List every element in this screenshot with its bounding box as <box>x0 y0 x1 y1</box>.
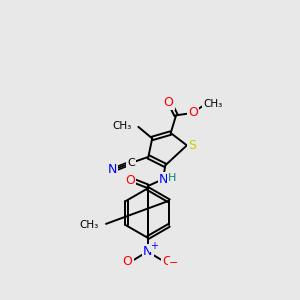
Text: CH₃: CH₃ <box>79 220 98 230</box>
Text: N: N <box>159 173 168 187</box>
Text: −: − <box>169 258 178 268</box>
Text: O: O <box>123 255 133 268</box>
Text: O: O <box>164 96 173 109</box>
Text: CH₃: CH₃ <box>112 121 131 131</box>
Text: C: C <box>128 158 135 168</box>
Text: H: H <box>168 173 176 183</box>
Text: N: N <box>143 245 152 258</box>
Text: CH₃: CH₃ <box>203 99 223 109</box>
Text: +: + <box>150 241 158 251</box>
Text: O: O <box>163 255 172 268</box>
Text: O: O <box>188 106 198 119</box>
Text: S: S <box>188 139 196 152</box>
Text: O: O <box>125 174 135 187</box>
Text: N: N <box>107 163 117 176</box>
